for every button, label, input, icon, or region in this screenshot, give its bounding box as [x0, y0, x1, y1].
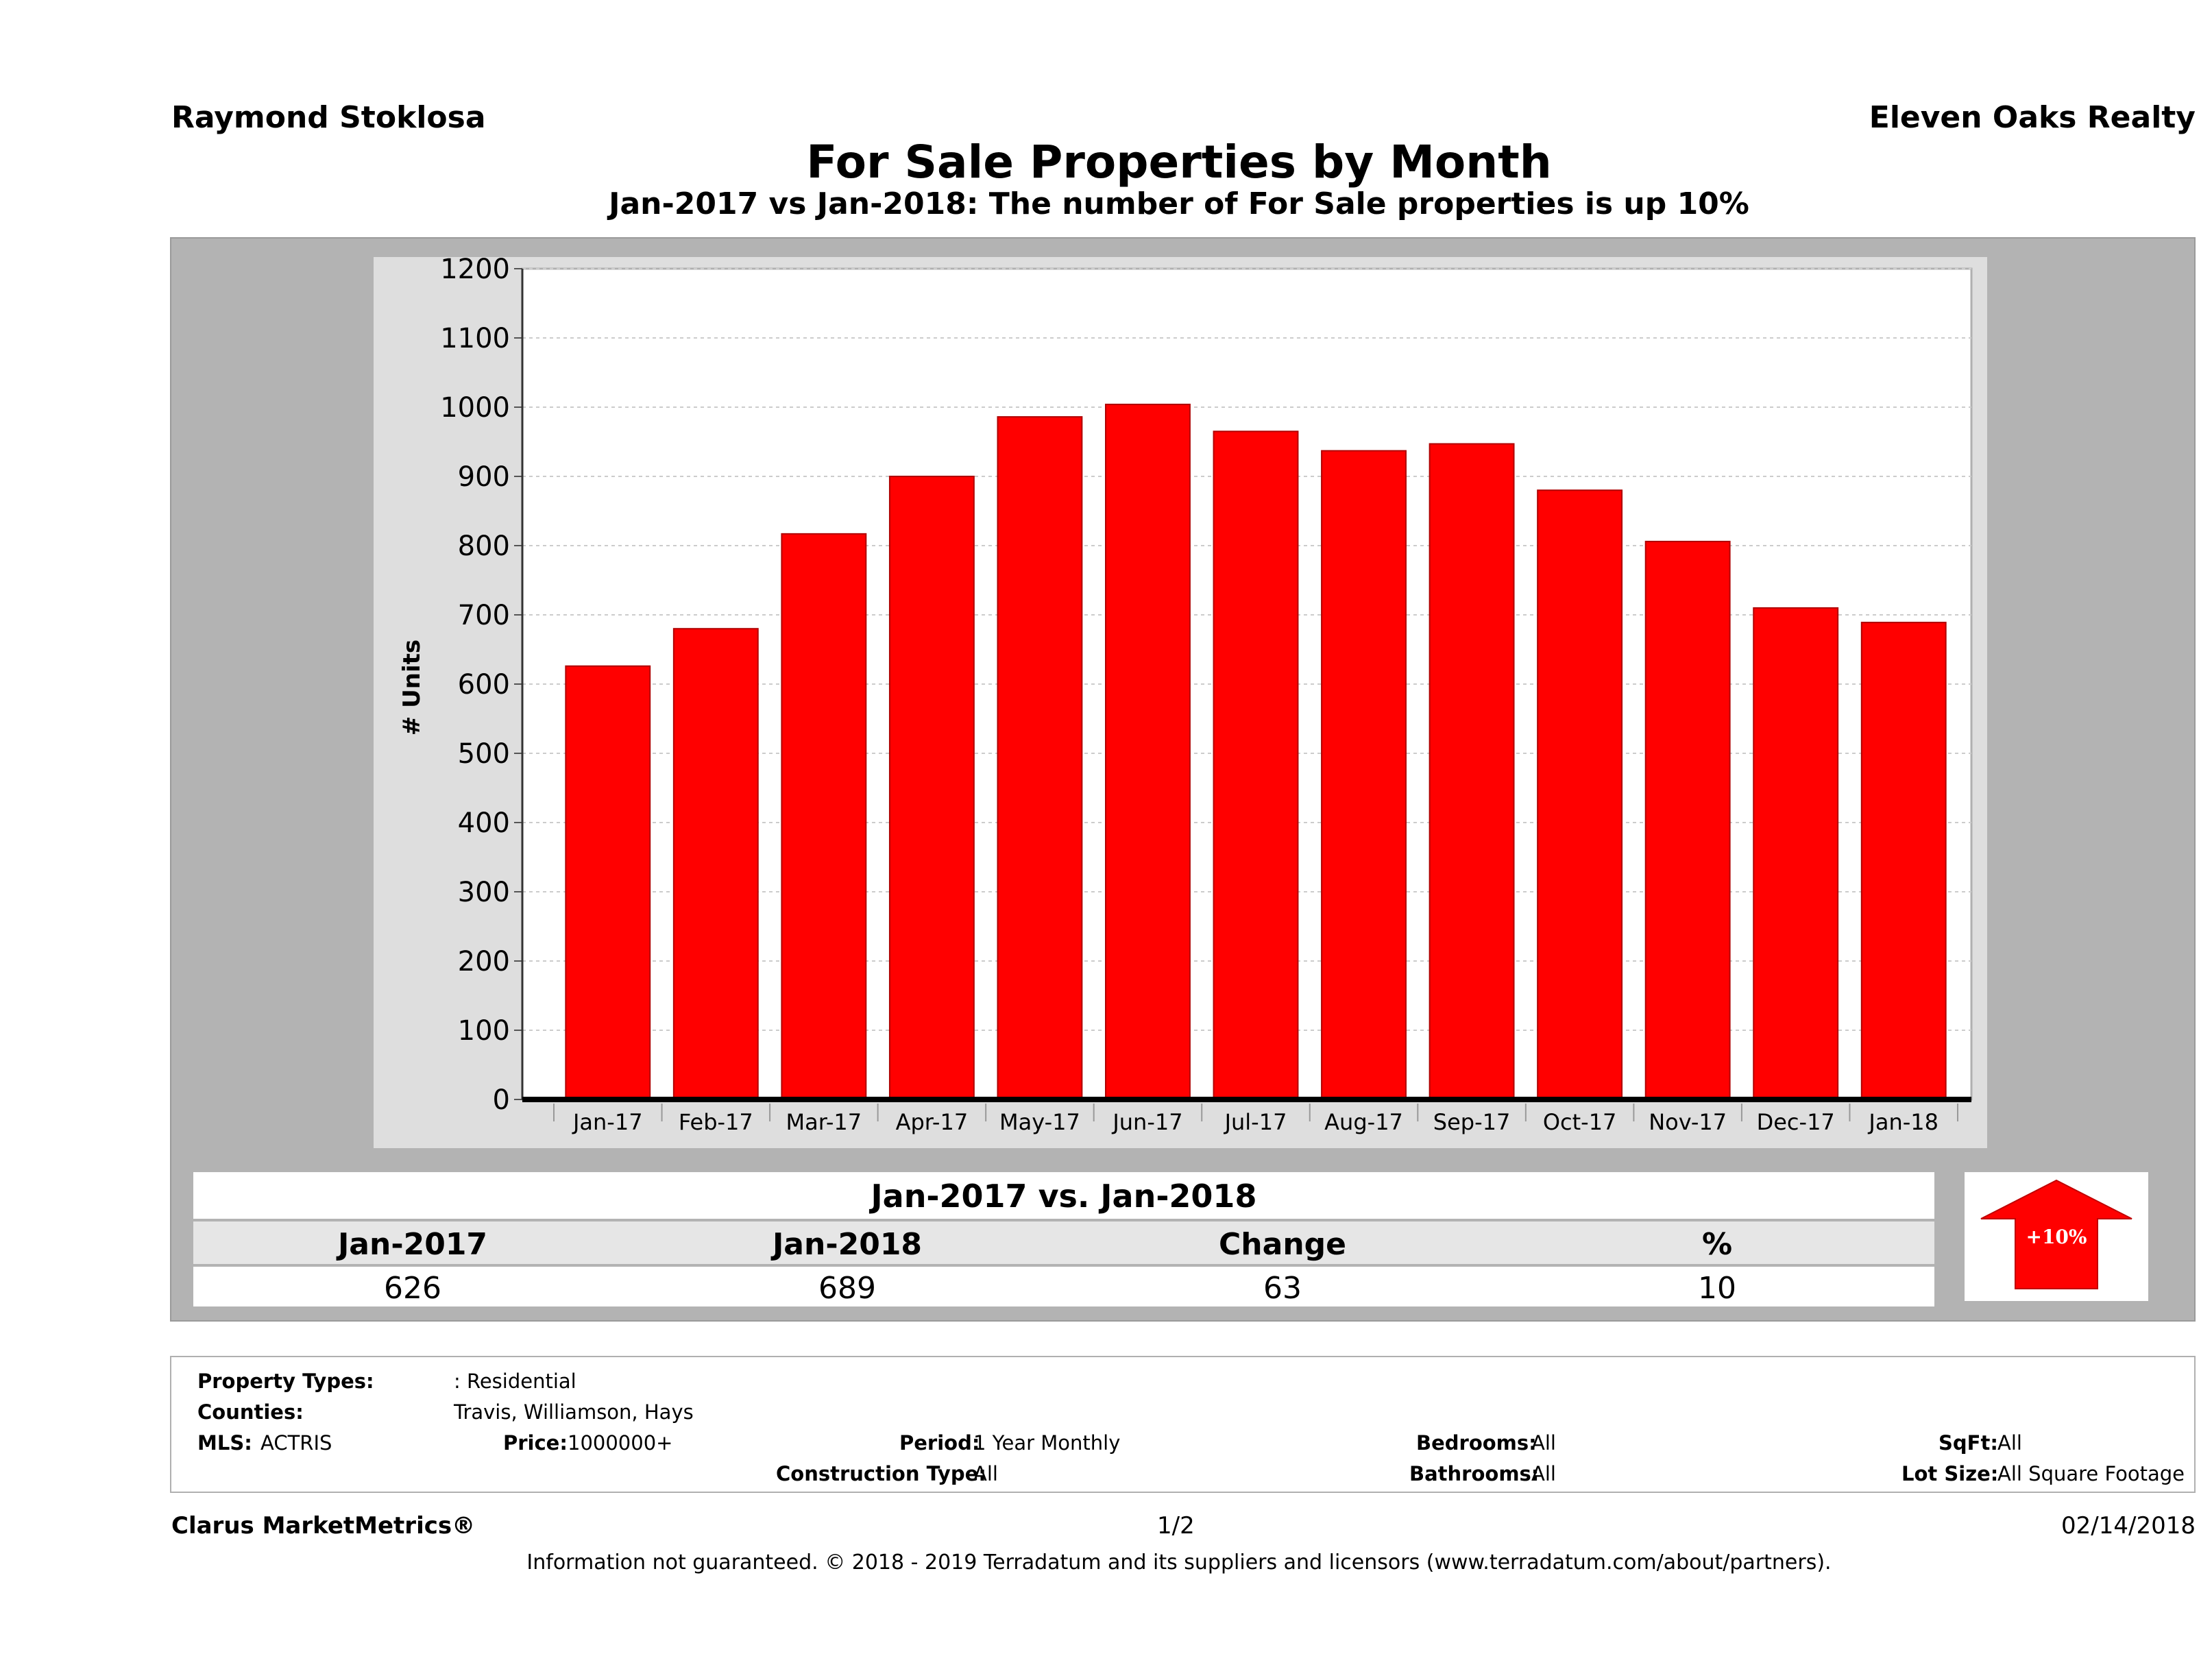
x-tick-label: Jan-18 [1867, 1109, 1938, 1135]
trend-badge-box: +10% [1965, 1172, 2148, 1301]
y-tick-label: 1100 [440, 323, 510, 354]
x-tick-label: Jul-17 [1224, 1109, 1287, 1135]
y-tick-label: 900 [458, 461, 510, 493]
x-tick-label: Aug-17 [1324, 1109, 1403, 1135]
bar [1537, 489, 1623, 1100]
lot-size-value: All Square Footage [1997, 1462, 2185, 1485]
comparison-title-row: Jan-2017 vs. Jan-2018 [193, 1172, 1934, 1219]
up-arrow-icon: +10% [1980, 1179, 2132, 1289]
comparison-table: Jan-2017 vs. Jan-2018 Jan-2017 Jan-2018 … [193, 1172, 1934, 1306]
x-tick-label: May-17 [999, 1109, 1080, 1135]
bar [997, 416, 1083, 1100]
x-tick-label: Oct-17 [1543, 1109, 1617, 1135]
counties-value: Travis, Williamson, Hays [454, 1400, 694, 1424]
page-number: 1/2 [1157, 1512, 1195, 1540]
value-change: 63 [1263, 1271, 1302, 1306]
construction-type-value: All [973, 1462, 998, 1485]
bar [1753, 607, 1839, 1100]
x-tick-label: Jan-17 [572, 1109, 643, 1135]
bar [1860, 622, 1947, 1100]
trend-badge-label: +10% [2026, 1226, 2087, 1248]
header-percent: % [1701, 1227, 1733, 1262]
mls-value: ACTRIS [260, 1431, 332, 1455]
footer-brand: Clarus MarketMetrics® [171, 1512, 476, 1540]
property-types-label: Property Types: [197, 1370, 374, 1393]
price-label: Price: [503, 1431, 568, 1455]
header-jan-2017: Jan-2017 [337, 1227, 488, 1262]
y-tick-label: 600 [458, 669, 510, 701]
x-tick-label: Feb-17 [679, 1109, 753, 1135]
bedrooms-value: All [1531, 1431, 1556, 1455]
bar [888, 476, 975, 1100]
x-tick-label: Apr-17 [896, 1109, 969, 1135]
y-tick-label: 400 [458, 807, 510, 839]
y-tick-label: 100 [458, 1015, 510, 1047]
bar [1321, 450, 1407, 1100]
y-tick-label: 200 [458, 946, 510, 977]
value-jan-2017: 626 [384, 1271, 441, 1306]
bathrooms-value: All [1531, 1462, 1556, 1485]
value-jan-2018: 689 [818, 1271, 876, 1306]
y-tick-label: 0 [493, 1084, 510, 1116]
agent-name: Raymond Stoklosa [171, 100, 486, 135]
comparison-value-row: 626 689 63 10 [193, 1267, 1934, 1306]
x-tick-label: Jun-17 [1111, 1109, 1182, 1135]
comparison-title: Jan-2017 vs. Jan-2018 [871, 1178, 1257, 1215]
period-label: Period: [899, 1431, 980, 1455]
bar [1644, 540, 1731, 1100]
page-subtitle: Jan-2017 vs Jan-2018: The number of For … [609, 186, 1749, 221]
report-date: 02/14/2018 [2061, 1512, 2196, 1540]
bathrooms-label: Bathrooms: [1409, 1462, 1540, 1485]
bar [1213, 430, 1299, 1100]
construction-type-label: Construction Type: [776, 1462, 986, 1485]
company-name: Eleven Oaks Realty [1869, 100, 2196, 135]
bar [1105, 403, 1191, 1100]
bar [672, 628, 759, 1100]
y-tick-label: 800 [458, 531, 510, 562]
y-tick-label: 700 [458, 600, 510, 631]
y-axis-label: # Units [398, 640, 426, 735]
y-tick-label: 1200 [440, 254, 510, 285]
bar [565, 665, 651, 1100]
period-value: 1 Year Monthly [973, 1431, 1121, 1455]
bedrooms-label: Bedrooms: [1416, 1431, 1537, 1455]
counties-label: Counties: [197, 1400, 304, 1424]
x-tick-label: Dec-17 [1757, 1109, 1835, 1135]
search-criteria: Property Types: : Residential Counties: … [170, 1356, 2196, 1493]
header-change: Change [1219, 1227, 1346, 1262]
disclaimer: Information not guaranteed. © 2018 - 201… [526, 1551, 1832, 1574]
comparison-header-row: Jan-2017 Jan-2018 Change % [193, 1221, 1934, 1264]
value-percent: 10 [1698, 1271, 1736, 1306]
sqft-label: SqFt: [1938, 1431, 1998, 1455]
price-value: 1000000+ [568, 1431, 673, 1455]
x-tick-label: Sep-17 [1433, 1109, 1511, 1135]
page-title: For Sale Properties by Month [806, 136, 1552, 189]
x-tick-label: Nov-17 [1649, 1109, 1727, 1135]
property-types-value: : Residential [454, 1370, 576, 1393]
lot-size-label: Lot Size: [1901, 1462, 1999, 1485]
bar [781, 533, 867, 1100]
y-tick-label: 1000 [440, 392, 510, 424]
x-tick-label: Mar-17 [786, 1109, 862, 1135]
y-tick-label: 500 [458, 738, 510, 770]
header-jan-2018: Jan-2018 [772, 1227, 923, 1262]
sqft-value: All [1997, 1431, 2022, 1455]
bar [1429, 443, 1515, 1100]
mls-label: MLS: [197, 1431, 252, 1455]
y-tick-label: 300 [458, 877, 510, 908]
